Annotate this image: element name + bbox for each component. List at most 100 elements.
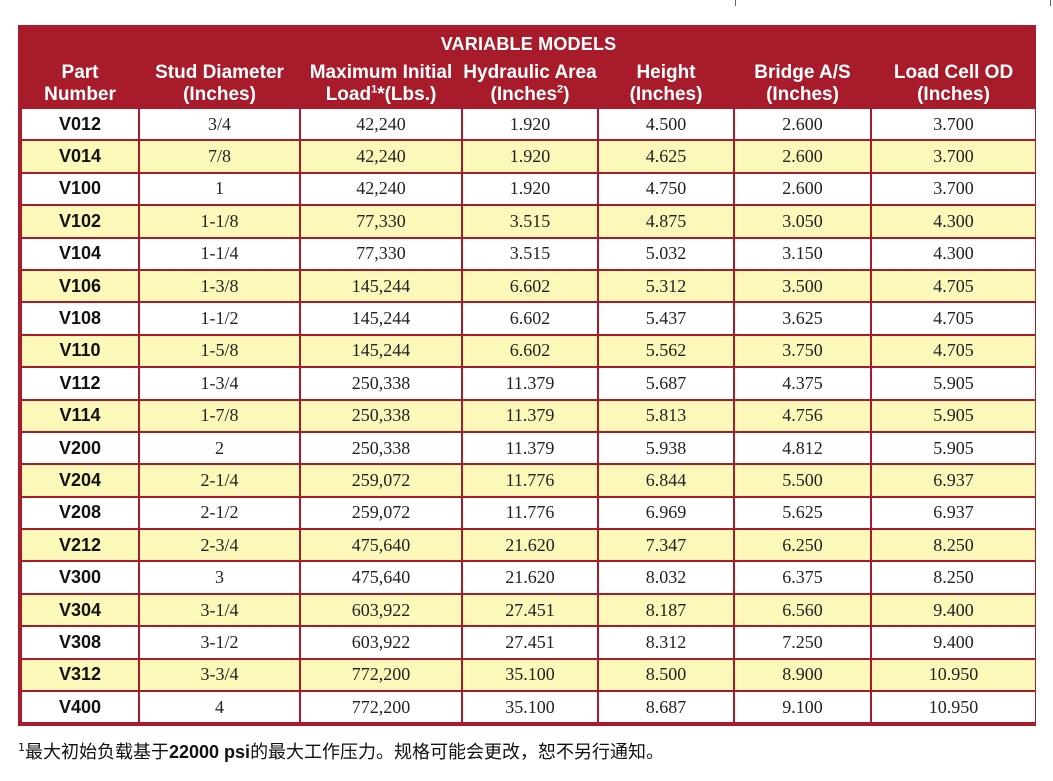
table-cell: 7/8 bbox=[140, 141, 299, 172]
table-cell: 4 bbox=[140, 692, 299, 723]
table-cell: 2 bbox=[140, 432, 299, 464]
part-number-cell: V108 bbox=[22, 303, 138, 334]
table-cell: 6.937 bbox=[872, 465, 1036, 496]
superscript: 2 bbox=[557, 83, 564, 96]
table-cell: 77,330 bbox=[301, 238, 461, 269]
table-cell: 11.379 bbox=[463, 432, 597, 464]
table-cell: 259,072 bbox=[301, 465, 461, 496]
table-row: V012 3/4 42,240 1.920 4.500 2.600 3.700 bbox=[22, 109, 1036, 140]
table-row: V304 3-1/4 603,922 27.451 8.187 6.560 9.400 bbox=[22, 594, 1036, 626]
header-line: Load Cell OD bbox=[893, 62, 1014, 83]
footnote-mark: 1 bbox=[18, 741, 25, 754]
table-cell: 145,244 bbox=[301, 303, 461, 334]
table-row: V114 1-7/8 250,338 11.379 5.813 4.756 5.905 bbox=[22, 400, 1036, 431]
header-height: Height (Inches) bbox=[599, 61, 733, 107]
table-cell: 8.500 bbox=[599, 659, 733, 691]
table-cell: 5.437 bbox=[599, 303, 733, 334]
table-cell: 4.705 bbox=[872, 303, 1036, 334]
table-cell: 2.600 bbox=[735, 141, 870, 172]
table-cell: 2.600 bbox=[735, 173, 870, 205]
table-cell: 10.950 bbox=[872, 692, 1036, 723]
table-cell: 3-3/4 bbox=[140, 659, 299, 691]
table-cell: 3.700 bbox=[872, 141, 1036, 172]
table-cell: 3.050 bbox=[735, 206, 870, 237]
table-row: V300 3 475,640 21.620 8.032 6.375 8.250 bbox=[22, 562, 1036, 593]
header-line: (Inches) bbox=[766, 84, 839, 105]
table-cell: 475,640 bbox=[301, 530, 461, 561]
table-row: V400 4 772,200 35.100 8.687 9.100 10.950 bbox=[22, 692, 1036, 723]
table-cell: 475,640 bbox=[301, 562, 461, 593]
table-cell: 145,244 bbox=[301, 335, 461, 367]
table-cell: 3-1/2 bbox=[140, 627, 299, 658]
table-cell: 3.700 bbox=[872, 173, 1036, 205]
table-cell: 35.100 bbox=[463, 659, 597, 691]
header-line: Height bbox=[636, 62, 696, 83]
table-row: V102 1-1/8 77,330 3.515 4.875 3.050 4.300 bbox=[22, 206, 1036, 237]
table-cell: 2-3/4 bbox=[140, 530, 299, 561]
header-line: ) bbox=[563, 84, 570, 105]
header-line: Load bbox=[325, 84, 372, 105]
table-row: V212 2-3/4 475,640 21.620 7.347 6.250 8.250 bbox=[22, 530, 1036, 561]
part-number-cell: V308 bbox=[22, 627, 138, 658]
table-cell: 4.812 bbox=[735, 432, 870, 464]
table-cell: 4.705 bbox=[872, 270, 1036, 302]
table-cell: 603,922 bbox=[301, 594, 461, 626]
table-cell: 8.900 bbox=[735, 659, 870, 691]
table-cell: 5.687 bbox=[599, 368, 733, 399]
table-cell: 35.100 bbox=[463, 692, 597, 723]
part-number-cell: V208 bbox=[22, 497, 138, 529]
table-row: V106 1-3/8 145,244 6.602 5.312 3.500 4.705 bbox=[22, 270, 1036, 302]
part-number-cell: V112 bbox=[22, 368, 138, 399]
table-cell: 5.938 bbox=[599, 432, 733, 464]
table-cell: 6.602 bbox=[463, 303, 597, 334]
corner-mark bbox=[1050, 0, 1051, 6]
table-cell: 6.560 bbox=[735, 594, 870, 626]
part-number-cell: V110 bbox=[22, 335, 138, 367]
table-cell: 3 bbox=[140, 562, 299, 593]
part-number-cell: V312 bbox=[22, 659, 138, 691]
header-bridge-as: Bridge A/S (Inches) bbox=[735, 61, 870, 107]
table-row: V112 1-3/4 250,338 11.379 5.687 4.375 5.905 bbox=[22, 368, 1036, 399]
table-cell: 4.300 bbox=[872, 238, 1036, 269]
table-row: V110 1-5/8 145,244 6.602 5.562 3.750 4.705 bbox=[22, 335, 1036, 367]
table-row: V104 1-1/4 77,330 3.515 5.032 3.150 4.300 bbox=[22, 238, 1036, 269]
table-cell: 5.905 bbox=[872, 400, 1036, 431]
table-row: V308 3-1/2 603,922 27.451 8.312 7.250 9.400 bbox=[22, 627, 1036, 658]
header-line: (Inches) bbox=[629, 84, 703, 105]
table-cell: 3.700 bbox=[872, 109, 1036, 140]
part-number-cell: V304 bbox=[22, 594, 138, 626]
table-cell: 6.937 bbox=[872, 497, 1036, 529]
table-cell: 4.375 bbox=[735, 368, 870, 399]
table-cell: 145,244 bbox=[301, 270, 461, 302]
part-number-cell: V104 bbox=[22, 238, 138, 269]
table-cell: 42,240 bbox=[301, 109, 461, 140]
table-row: V100 1 42,240 1.920 4.750 2.600 3.700 bbox=[22, 173, 1036, 205]
table-cell: 8.687 bbox=[599, 692, 733, 723]
table-cell: 1-5/8 bbox=[140, 335, 299, 367]
footnote: 1最大初始负载基于22000 psi的最大工作压力。规格可能会更改，恕不另行通知… bbox=[18, 738, 664, 764]
table-cell: 4.625 bbox=[599, 141, 733, 172]
table-cell: 3.625 bbox=[735, 303, 870, 334]
table-cell: 6.375 bbox=[735, 562, 870, 593]
table-cell: 1.920 bbox=[463, 141, 597, 172]
footnote-pressure: 22000 psi bbox=[169, 742, 251, 762]
table-cell: 2.600 bbox=[735, 109, 870, 140]
table-cell: 6.602 bbox=[463, 335, 597, 367]
part-number-cell: V014 bbox=[22, 141, 138, 172]
table-cell: 3-1/4 bbox=[140, 594, 299, 626]
spec-table: VARIABLE MODELS Part Number Stud Diamete… bbox=[20, 27, 1037, 724]
table-cell: 3/4 bbox=[140, 109, 299, 140]
table-row: V208 2-1/2 259,072 11.776 6.969 5.625 6.937 bbox=[22, 497, 1036, 529]
table-cell: 1-1/4 bbox=[140, 238, 299, 269]
table-cell: 21.620 bbox=[463, 562, 597, 593]
table-cell: 3.515 bbox=[463, 238, 597, 269]
table-title: VARIABLE MODELS bbox=[22, 29, 1036, 59]
table-row: V108 1-1/2 145,244 6.602 5.437 3.625 4.705 bbox=[22, 303, 1036, 334]
table-cell: 1-7/8 bbox=[140, 400, 299, 431]
table-cell: 11.776 bbox=[463, 465, 597, 496]
table-cell: 5.032 bbox=[599, 238, 733, 269]
table-cell: 772,200 bbox=[301, 659, 461, 691]
table-cell: 1-1/2 bbox=[140, 303, 299, 334]
footnote-text-after: 的最大工作压力。规格可能会更改，恕不另行通知。 bbox=[250, 742, 665, 763]
part-number-cell: V212 bbox=[22, 530, 138, 561]
